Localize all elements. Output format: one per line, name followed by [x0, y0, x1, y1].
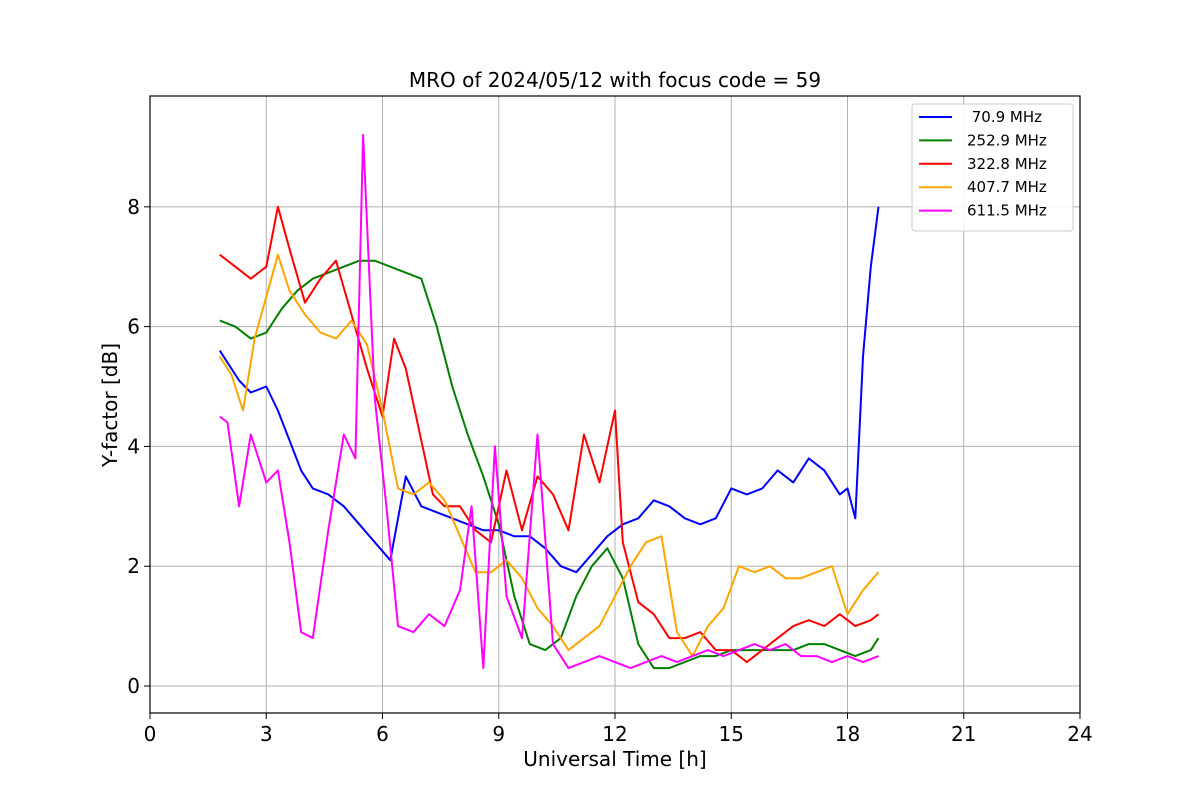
series-line-407-7-mhz [218, 253, 880, 658]
series-line-252-9-mhz [219, 259, 880, 670]
series-lines [218, 133, 880, 670]
y-axis-label: Y-factor [dB] [98, 343, 122, 468]
x-tick-label: 24 [1067, 722, 1092, 746]
legend-label: 407.7 MHz [967, 178, 1047, 196]
legend: 70.9 MHz 252.9 MHz 322.8 MHz 407.7 MHz 611.5… [911, 103, 1074, 232]
legend-label: 252.9 MHz [967, 131, 1047, 149]
y-tick-label: 2 [127, 554, 140, 578]
x-tick-label: 6 [376, 722, 389, 746]
legend-box [911, 103, 1074, 232]
legend-label: 322.8 MHz [967, 155, 1047, 173]
series-line-70-9-mhz [218, 206, 880, 574]
series-line-611-5-mhz [219, 133, 879, 670]
x-tick-label: 12 [602, 722, 627, 746]
x-tick-label: 21 [951, 722, 976, 746]
x-tick-label: 15 [719, 722, 744, 746]
y-tick-label: 0 [127, 674, 140, 698]
y-tick-label: 8 [127, 195, 140, 219]
legend-label: 70.9 MHz [967, 108, 1042, 126]
x-tick-label: 0 [144, 722, 157, 746]
x-tick-label: 18 [835, 722, 860, 746]
x-axis-label: Universal Time [h] [523, 747, 706, 771]
y-tick-label: 4 [127, 434, 140, 458]
chart-title: MRO of 2024/05/12 with focus code = 59 [409, 68, 821, 92]
y-tick-label: 6 [127, 315, 140, 339]
x-tick-label: 9 [492, 722, 505, 746]
series-line-322-8-mhz [219, 205, 880, 664]
x-tick-label: 3 [260, 722, 273, 746]
legend-label: 611.5 MHz [967, 202, 1047, 220]
